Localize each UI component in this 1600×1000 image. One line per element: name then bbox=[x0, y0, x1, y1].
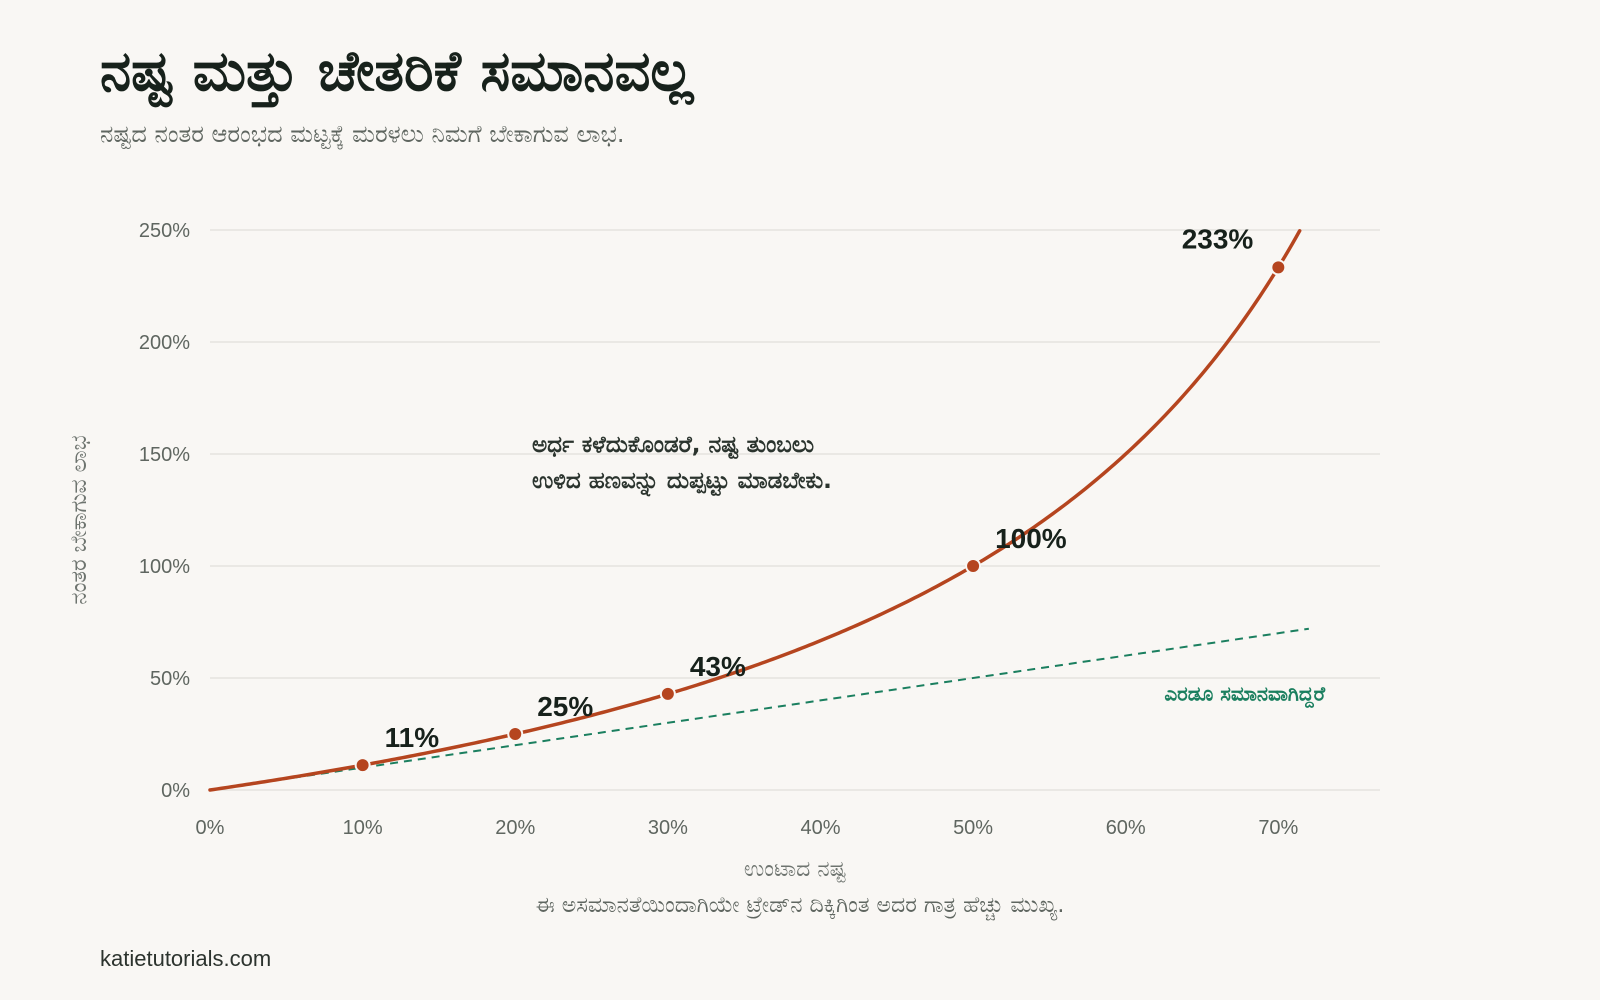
y-axis-title: ನಂತರ ಬೇಕಾಗುವ ಲಾಭ bbox=[67, 435, 92, 604]
chart-title: ನಷ್ಟ ಮತ್ತು ಚೇತರಿಕೆ ಸಮಾನವಲ್ಲ bbox=[100, 39, 694, 104]
x-tick-label: 70% bbox=[1258, 817, 1298, 839]
x-tick-label: 30% bbox=[648, 817, 688, 839]
y-tick-label: 50% bbox=[150, 668, 190, 690]
y-tick-label: 150% bbox=[139, 444, 190, 466]
x-tick-label: 50% bbox=[953, 817, 993, 839]
point-label: 11% bbox=[385, 722, 440, 753]
curve-point bbox=[965, 558, 982, 574]
curve-point bbox=[354, 757, 371, 774]
curve-point bbox=[507, 726, 524, 742]
point-label: 43% bbox=[690, 651, 746, 682]
y-tick-label: 200% bbox=[139, 332, 190, 354]
x-tick-label: 10% bbox=[343, 817, 383, 839]
x-tick-label: 40% bbox=[800, 817, 840, 839]
source-credit: katietutorials.com bbox=[100, 946, 272, 971]
x-tick-label: 0% bbox=[196, 817, 225, 839]
annotation-line: ಅರ್ಧ ಕಳೆದುಕೊಂಡರೆ, ನಷ್ಟ ತುಂಬಲು bbox=[532, 432, 814, 460]
y-tick-label: 250% bbox=[139, 220, 190, 242]
parity-line-label: ಎರಡೂ ಸಮಾನವಾಗಿದ್ದರೆ bbox=[1164, 682, 1326, 709]
x-tick-label: 60% bbox=[1106, 817, 1146, 839]
point-label: 100% bbox=[995, 523, 1067, 554]
x-axis-title: ಉಂಟಾದ ನಷ್ಟ bbox=[744, 857, 846, 882]
annotation-line: ಉಳಿದ ಹಣವನ್ನು ದುಪ್ಪಟ್ಟು ಮಾಡಬೇಕು. bbox=[532, 468, 832, 497]
curve-point bbox=[1270, 259, 1287, 276]
chart-caption: ಈ ಅಸಮಾನತೆಯಿಂದಾಗಿಯೇ ಟ್ರೇಡ್‌ನ ದಿಕ್ಕಿಗಿಂತ ಅ… bbox=[535, 893, 1065, 918]
curve-point bbox=[659, 685, 676, 702]
x-tick-label: 20% bbox=[495, 817, 535, 839]
y-tick-label: 0% bbox=[161, 780, 190, 802]
parity-line bbox=[209, 627, 1309, 791]
point-label: 233% bbox=[1182, 223, 1254, 254]
point-label: 25% bbox=[537, 691, 593, 722]
recovery-curve bbox=[208, 229, 1302, 792]
y-tick-label: 100% bbox=[139, 556, 190, 578]
chart-subtitle: ನಷ್ಟದ ನಂತರ ಆರಂಭದ ಮಟ್ಟಕ್ಕೆ ಮರಳಲು ನಿಮಗೆ ಬೇ… bbox=[100, 120, 625, 148]
